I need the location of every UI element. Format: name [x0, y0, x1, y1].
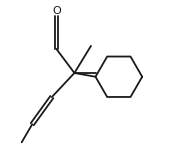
Text: O: O: [52, 6, 61, 16]
